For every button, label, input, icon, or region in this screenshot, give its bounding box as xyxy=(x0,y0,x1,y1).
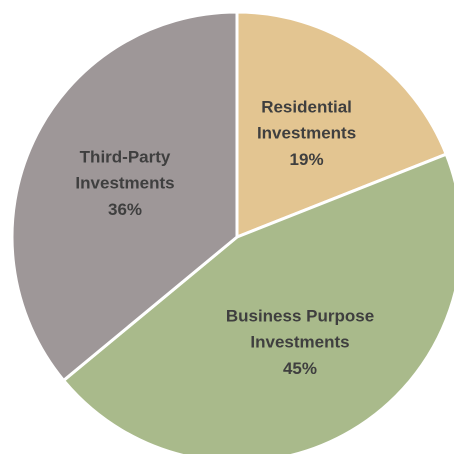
pie-slice xyxy=(235,10,449,240)
slice-label: Business Purpose Investments xyxy=(226,307,374,352)
pie-slice xyxy=(10,10,239,383)
slice-value-label: 36% xyxy=(108,200,142,219)
slice-value-label: 19% xyxy=(290,150,324,169)
pie-slice xyxy=(61,152,454,454)
slice-label: Residential Investments xyxy=(257,98,356,143)
slice-label: Third-Party Investments xyxy=(75,148,174,193)
slice-value-label: 45% xyxy=(283,359,317,378)
